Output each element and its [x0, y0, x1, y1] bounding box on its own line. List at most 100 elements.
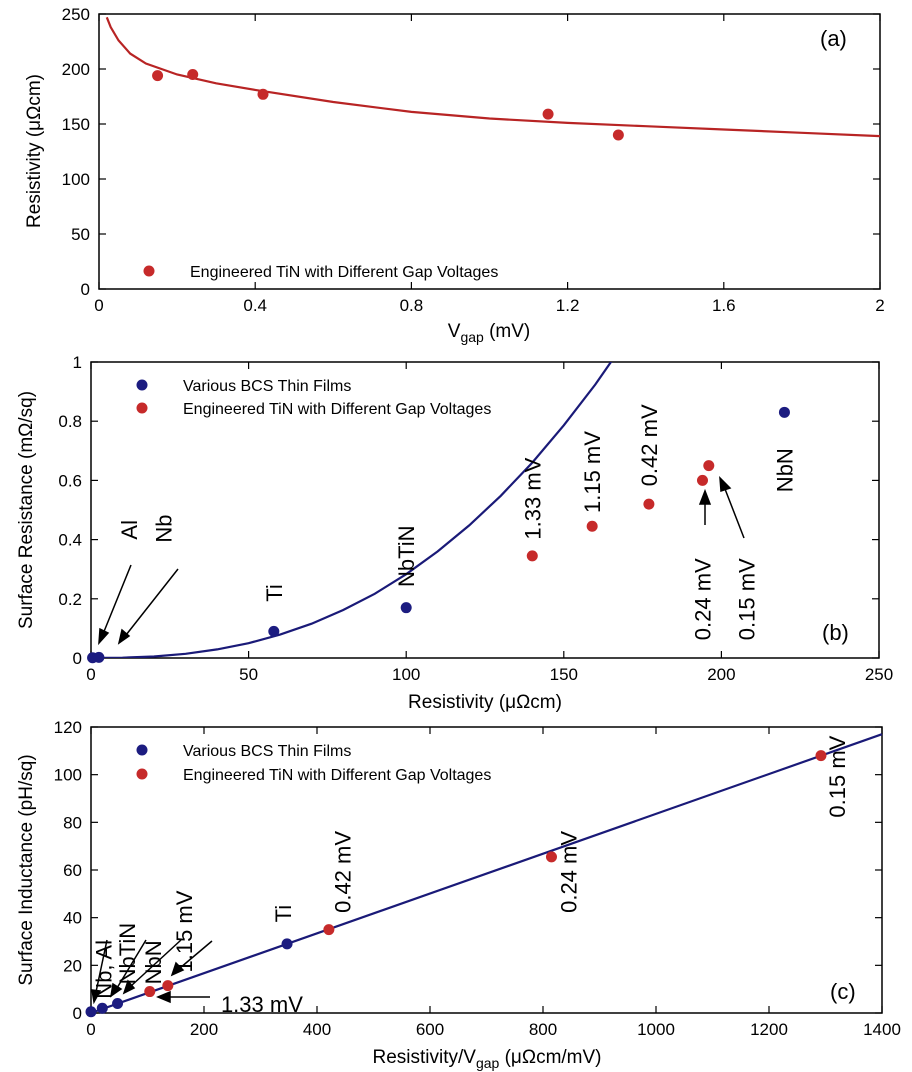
legend-label-tin-a: Engineered TiN with Different Gap Voltag…	[190, 264, 498, 281]
annotation-label: NbN	[772, 448, 797, 492]
x-tick-label: 150	[550, 665, 578, 684]
data-point	[400, 602, 412, 614]
x-axis-label-c-tail: (μΩcm/mV)	[499, 1047, 601, 1068]
fit-line	[91, 362, 613, 658]
data-point	[323, 924, 335, 936]
arrow-nb-al	[95, 939, 108, 993]
y-tick-label: 0	[81, 280, 90, 299]
ticks-b: 0 50 100 150 200 250 0 0.2 0.4 0.6 0.8 1	[58, 353, 893, 684]
data-point	[281, 938, 293, 950]
arrow-al	[102, 564, 132, 635]
arrow-nbn	[130, 939, 182, 987]
x-axis-label-a-main: V	[448, 321, 461, 342]
annotation-label: NbN	[141, 940, 166, 984]
x-tick-label: 200	[190, 1020, 218, 1039]
panel-label-b: (b)	[822, 620, 849, 645]
y-tick-label: 0	[73, 649, 82, 668]
data-point	[586, 520, 598, 532]
y-tick-label: 250	[62, 5, 90, 24]
y-tick-label: 120	[54, 718, 82, 737]
arrows-b	[98, 476, 745, 646]
y-tick-label: 20	[63, 956, 82, 975]
x-tick-label: 400	[303, 1020, 331, 1039]
x-tick-label: 0	[86, 1020, 95, 1039]
y-tick-label: 60	[63, 861, 82, 880]
data-point	[815, 750, 827, 762]
x-tick-label: 0	[94, 296, 103, 315]
x-axis-label-c: Resistivity/Vgap (μΩcm/mV)	[372, 1047, 601, 1071]
points-c	[85, 750, 827, 1018]
x-tick-label: 0.8	[400, 296, 424, 315]
legend-marker-tin-b	[136, 402, 148, 414]
annotation-label: 0.24 mV	[556, 831, 581, 913]
data-point	[545, 851, 557, 863]
fit-line	[90, 733, 883, 1015]
arrow-015	[724, 488, 745, 539]
y-tick-label: 200	[62, 60, 90, 79]
arrows-c	[91, 939, 213, 1005]
x-tick-label: 0.4	[243, 296, 267, 315]
annotation-label: 1.33 mV	[221, 992, 303, 1017]
y-tick-label: 100	[62, 170, 90, 189]
data-point	[152, 70, 164, 82]
fit-line	[105, 16, 881, 138]
x-tick-label: 1.2	[556, 296, 580, 315]
data-point	[112, 997, 124, 1009]
x-tick-label: 1000	[637, 1020, 675, 1039]
arrow-015-head	[719, 476, 732, 493]
panel-a: 0 0.4 0.8 1.2 1.6 2 0 50 100 150 200 250 (a) Engine…	[24, 5, 885, 345]
annotations-b: Al Nb Ti NbTiN 1.33 mV 1.15 mV 0.42 mV 0.24 mV 0…	[117, 404, 798, 640]
annotation-label: 0.15 mV	[825, 735, 850, 817]
x-tick-label: 200	[707, 665, 735, 684]
panel-label-c: (c)	[830, 979, 856, 1004]
x-axis-label-a-tail: (mV)	[484, 321, 530, 342]
annotation-label: Ti	[262, 584, 287, 602]
data-point	[526, 550, 538, 562]
y-tick-label: 100	[54, 766, 82, 785]
x-tick-label: 0	[86, 665, 95, 684]
legend-marker-bcs-b	[136, 379, 148, 391]
data-point	[542, 108, 554, 120]
fit-line-b	[91, 362, 613, 658]
data-point	[93, 651, 105, 663]
data-point	[85, 1006, 97, 1018]
data-point	[162, 980, 174, 992]
data-point	[268, 625, 280, 637]
arrow-nb	[125, 568, 179, 636]
data-point	[696, 474, 708, 486]
y-axis-label-a: Resistivity (μΩcm)	[24, 74, 45, 228]
arrow-nb-head	[117, 628, 131, 645]
x-axis-label-c-sub: gap	[476, 1055, 500, 1071]
legend-marker-tin-c	[136, 768, 148, 780]
data-point	[257, 88, 269, 100]
x-tick-label: 250	[865, 665, 893, 684]
annotation-label: 0.15 mV	[735, 558, 760, 640]
annotation-label: NbTiN	[115, 923, 140, 985]
data-point	[96, 1002, 108, 1014]
arrow-133-head	[156, 990, 171, 1004]
x-tick-label: 100	[392, 665, 420, 684]
x-axis-label-a-sub: gap	[460, 329, 484, 345]
ticks-c: 0 200 400 600 800 1000 1200 1400 0 20 40 60 80 100 120	[54, 718, 901, 1039]
points-b	[87, 406, 790, 664]
arrow-nbn-head	[122, 979, 136, 995]
panel-label-a: (a)	[820, 26, 847, 51]
plot-frame-a	[98, 13, 881, 290]
arrow-al-head	[98, 627, 110, 646]
x-tick-label: 800	[529, 1020, 557, 1039]
x-tick-label: 1400	[863, 1020, 901, 1039]
annotation-label: 0.42 mV	[637, 404, 662, 486]
y-tick-label: 0.6	[58, 471, 82, 490]
x-axis-label-a: Vgap (mV)	[448, 321, 530, 345]
data-point	[612, 129, 624, 141]
arrow-115-head	[170, 961, 185, 977]
y-axis-label-c: Surface Inductance (pH/sq)	[16, 754, 37, 985]
data-point	[643, 498, 655, 510]
fit-line-c	[90, 733, 883, 1015]
x-tick-label: 1.6	[712, 296, 736, 315]
y-axis-label-b: Surface Resistance (mΩ/sq)	[16, 391, 37, 629]
y-tick-label: 0	[73, 1004, 82, 1023]
annotation-label: Ti	[271, 905, 296, 923]
